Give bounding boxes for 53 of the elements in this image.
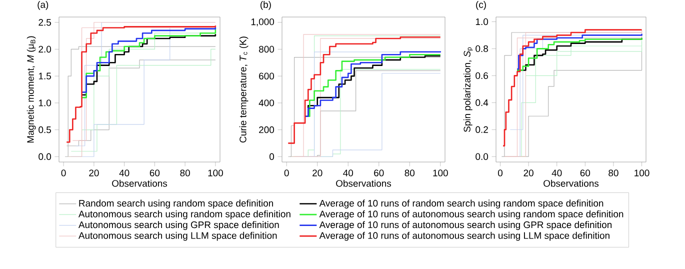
y-tick-label: 2.0	[38, 46, 52, 53]
x-tick-label: 60	[150, 170, 160, 176]
x-axis-title: Observations	[544, 180, 599, 187]
y-tick-label: 0.0	[476, 153, 488, 160]
y-axis-title: Curie temperature, T$_{c}$ (K)	[239, 36, 248, 142]
y-tick-label: 0.6	[476, 72, 488, 80]
legend-label: Autonomous search using GPR space definition	[78, 221, 279, 230]
y-tick-label: 1,000	[251, 18, 274, 26]
y-tick-label: 800	[259, 46, 274, 53]
x-tick-label: 100	[208, 170, 223, 176]
x-tick-label: 20	[312, 170, 322, 176]
chart-title: (c)	[476, 1, 486, 10]
legend-label: Average of 10 runs of autonomous search using LLM space definition	[319, 232, 610, 241]
x-tick-label: 80	[404, 170, 415, 176]
x-tick-label: 20	[89, 170, 99, 176]
y-tick-label: 1.0	[476, 18, 488, 26]
y-axis-title: Spin polarization, S$_{p}$	[464, 47, 473, 132]
x-tick-label: 40	[119, 170, 130, 176]
y-tick-label: 1.5	[38, 72, 52, 80]
legend-label: Average of 10 runs of random search using random space definition	[319, 200, 604, 208]
y-tick-label: 0.0	[38, 153, 52, 160]
y-tick-label: 0.4	[476, 99, 488, 106]
x-tick-label: 0	[498, 170, 503, 176]
y-axis-title: Magnetic moment, M (μ$_{B}$)	[26, 36, 36, 143]
x-tick-label: 100	[433, 170, 448, 176]
y-tick-label: 0	[270, 153, 274, 160]
x-tick-label: 80	[608, 170, 618, 176]
y-tick-label: 0.8	[476, 45, 488, 52]
x-tick-label: 100	[634, 170, 650, 176]
chart-title: (b)	[260, 1, 271, 10]
y-tick-label: 0.5	[38, 126, 52, 134]
x-axis-title: Observations	[112, 180, 168, 187]
chart-title: (a)	[38, 1, 48, 10]
x-tick-label: 60	[580, 170, 590, 176]
x-tick-label: 40	[552, 170, 562, 176]
x-tick-label: 20	[524, 170, 534, 176]
y-tick-label: 0.2	[476, 126, 488, 133]
y-tick-label: 1.0	[38, 100, 52, 106]
x-tick-label: 0	[61, 170, 66, 176]
legend-label: Average of 10 runs of autonomous search using GPR space definition	[319, 221, 612, 230]
y-tick-label: 2.5	[38, 19, 52, 26]
legend-label: Autonomous search using random space definition	[78, 210, 290, 220]
legend-label: Average of 10 runs of autonomous search using random space definition	[319, 210, 624, 220]
legend-label: Autonomous search using LLM space definition	[78, 232, 277, 241]
x-tick-label: 60	[374, 170, 384, 176]
y-tick-label: 200	[259, 126, 274, 134]
legend-label: Random search using random space definition	[79, 200, 273, 208]
x-axis-title: Observations	[336, 180, 392, 187]
x-tick-label: 0	[284, 170, 289, 176]
y-tick-label: 400	[258, 100, 274, 106]
x-tick-label: 80	[180, 170, 190, 176]
x-tick-label: 40	[343, 170, 354, 176]
y-tick-label: 600	[259, 72, 274, 80]
